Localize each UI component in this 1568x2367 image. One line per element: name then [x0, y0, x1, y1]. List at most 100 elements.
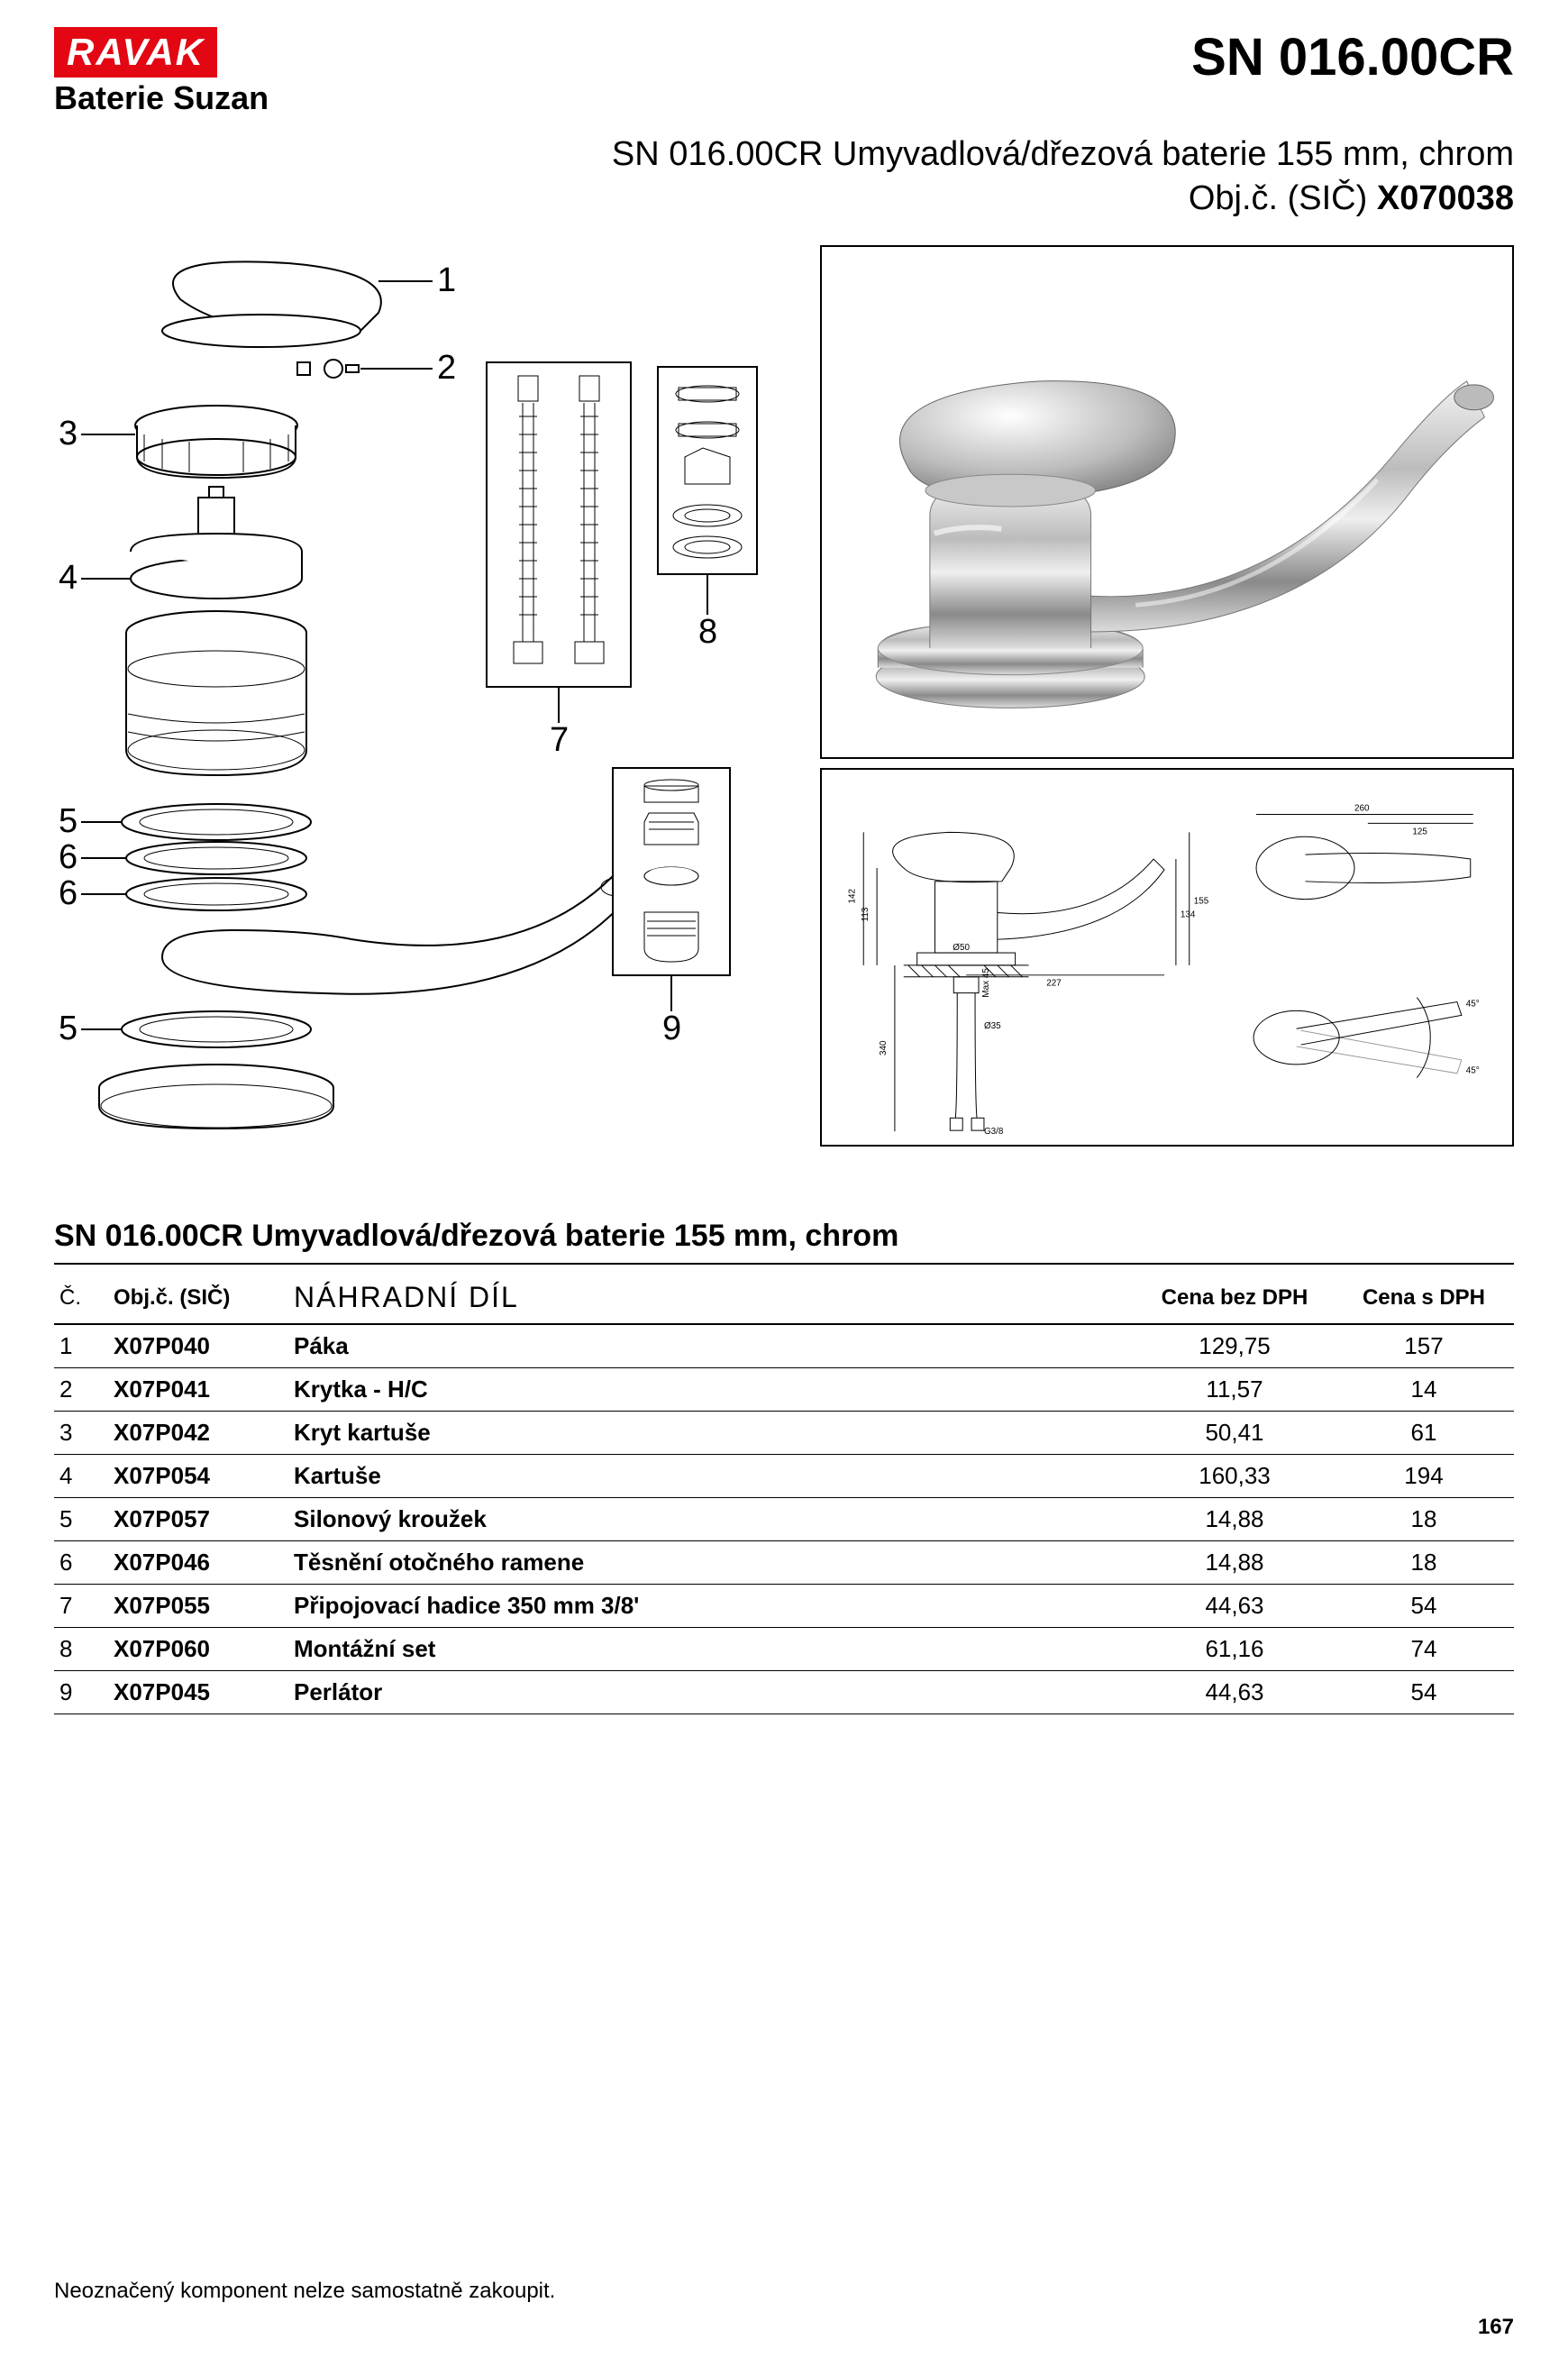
cell-price-in: 74	[1334, 1628, 1514, 1671]
svg-text:155: 155	[1194, 897, 1209, 907]
col-number: Č.	[54, 1272, 108, 1324]
svg-text:Max 45: Max 45	[981, 968, 991, 998]
cell-obj: X07P041	[108, 1368, 288, 1412]
callout-1: 1	[437, 261, 456, 300]
svg-text:Ø50: Ø50	[953, 943, 970, 953]
cell-num: 3	[54, 1412, 108, 1455]
header: RAVAK Baterie Suzan SN 016.00CR	[54, 27, 1514, 117]
table-row: 5X07P057Silonový kroužek14,8818	[54, 1498, 1514, 1541]
order-line: Obj.č. (SIČ) X070038	[54, 179, 1514, 218]
cell-name: Připojovací hadice 350 mm 3/8'	[288, 1585, 1135, 1628]
cell-obj: X07P057	[108, 1498, 288, 1541]
diagram-row: 1 2 3 4 5 6 6 5 7 8 9	[54, 245, 1514, 1147]
svg-text:45°: 45°	[1466, 999, 1480, 1009]
col-price-in: Cena s DPH	[1334, 1272, 1514, 1324]
cell-num: 5	[54, 1498, 108, 1541]
cell-obj: X07P060	[108, 1628, 288, 1671]
cell-price-ex: 129,75	[1135, 1324, 1334, 1368]
exploded-diagram: 1 2 3 4 5 6 6 5 7 8 9	[54, 245, 811, 1147]
cell-price-ex: 50,41	[1135, 1412, 1334, 1455]
col-objcode: Obj.č. (SIČ)	[108, 1272, 288, 1324]
cell-obj: X07P046	[108, 1541, 288, 1585]
cell-price-ex: 160,33	[1135, 1455, 1334, 1498]
cell-price-ex: 44,63	[1135, 1585, 1334, 1628]
cell-price-in: 18	[1334, 1498, 1514, 1541]
callout-6b: 6	[59, 874, 77, 913]
cell-obj: X07P055	[108, 1585, 288, 1628]
cell-obj: X07P054	[108, 1455, 288, 1498]
table-row: 2X07P041Krytka - H/C11,5714	[54, 1368, 1514, 1412]
table-row: 8X07P060Montážní set61,1674	[54, 1628, 1514, 1671]
cell-num: 2	[54, 1368, 108, 1412]
table-row: 9X07P045Perlátor44,6354	[54, 1671, 1514, 1714]
table-row: 4X07P054Kartuše160,33194	[54, 1455, 1514, 1498]
cell-price-ex: 14,88	[1135, 1498, 1334, 1541]
cell-price-in: 61	[1334, 1412, 1514, 1455]
callout-5a: 5	[59, 802, 77, 841]
cell-name: Kryt kartuše	[288, 1412, 1135, 1455]
technical-drawing: 142 113 Ø50 227 340 Max 45 Ø35 G3/8 134 …	[820, 768, 1514, 1147]
svg-text:134: 134	[1181, 909, 1196, 919]
cell-name: Perlátor	[288, 1671, 1135, 1714]
cell-name: Silonový kroužek	[288, 1498, 1135, 1541]
table-row: 3X07P042Kryt kartuše50,4161	[54, 1412, 1514, 1455]
series-name: Baterie Suzan	[54, 79, 269, 117]
svg-text:125: 125	[1412, 827, 1427, 836]
svg-text:45°: 45°	[1466, 1066, 1480, 1076]
cell-num: 4	[54, 1455, 108, 1498]
cell-num: 1	[54, 1324, 108, 1368]
callout-8: 8	[698, 613, 717, 652]
cell-num: 7	[54, 1585, 108, 1628]
cell-price-ex: 14,88	[1135, 1541, 1334, 1585]
cell-name: Těsnění otočného ramene	[288, 1541, 1135, 1585]
table-header-row: Č. Obj.č. (SIČ) NÁHRADNÍ DÍL Cena bez DP…	[54, 1272, 1514, 1324]
callout-4: 4	[59, 559, 77, 598]
cell-name: Krytka - H/C	[288, 1368, 1135, 1412]
cell-price-in: 18	[1334, 1541, 1514, 1585]
diagram-right: 142 113 Ø50 227 340 Max 45 Ø35 G3/8 134 …	[820, 245, 1514, 1147]
callout-6a: 6	[59, 838, 77, 877]
table-title: SN 016.00CR Umyvadlová/dřezová baterie 1…	[54, 1219, 1514, 1265]
callout-9: 9	[662, 1010, 681, 1048]
table-row: 1X07P040Páka129,75157	[54, 1324, 1514, 1368]
callout-2: 2	[437, 349, 456, 388]
parts-table: Č. Obj.č. (SIČ) NÁHRADNÍ DÍL Cena bez DP…	[54, 1272, 1514, 1714]
cell-price-ex: 11,57	[1135, 1368, 1334, 1412]
cell-obj: X07P045	[108, 1671, 288, 1714]
header-left: RAVAK Baterie Suzan	[54, 27, 269, 117]
cell-price-in: 157	[1334, 1324, 1514, 1368]
col-partname: NÁHRADNÍ DÍL	[288, 1272, 1135, 1324]
page-number: 167	[1478, 2315, 1514, 2340]
svg-text:227: 227	[1046, 979, 1062, 989]
callout-5b: 5	[59, 1010, 77, 1048]
table-row: 6X07P046Těsnění otočného ramene14,8818	[54, 1541, 1514, 1585]
cell-price-ex: 44,63	[1135, 1671, 1334, 1714]
cell-name: Páka	[288, 1324, 1135, 1368]
col-price-ex: Cena bez DPH	[1135, 1272, 1334, 1324]
cell-num: 6	[54, 1541, 108, 1585]
callout-3: 3	[59, 415, 77, 453]
cell-num: 8	[54, 1628, 108, 1671]
brand-logo: RAVAK	[54, 27, 217, 78]
svg-text:142: 142	[847, 889, 857, 904]
footnote: Neoznačený komponent nelze samostatně za…	[54, 2279, 555, 2304]
cell-price-in: 14	[1334, 1368, 1514, 1412]
cell-price-in: 54	[1334, 1671, 1514, 1714]
order-label: Obj.č. (SIČ)	[1189, 179, 1367, 217]
callout-7: 7	[550, 721, 569, 760]
svg-text:Ø35: Ø35	[984, 1021, 1001, 1031]
cell-price-in: 54	[1334, 1585, 1514, 1628]
cell-price-in: 194	[1334, 1455, 1514, 1498]
subtitle-block: SN 016.00CR Umyvadlová/dřezová baterie 1…	[54, 135, 1514, 218]
cell-name: Montážní set	[288, 1628, 1135, 1671]
subtitle: SN 016.00CR Umyvadlová/dřezová baterie 1…	[54, 135, 1514, 174]
cell-num: 9	[54, 1671, 108, 1714]
cell-obj: X07P040	[108, 1324, 288, 1368]
order-code: X070038	[1377, 179, 1514, 217]
table-row: 7X07P055Připojovací hadice 350 mm 3/8'44…	[54, 1585, 1514, 1628]
product-code: SN 016.00CR	[1191, 27, 1514, 87]
cell-obj: X07P042	[108, 1412, 288, 1455]
product-photo	[820, 245, 1514, 759]
svg-text:260: 260	[1354, 804, 1370, 814]
svg-text:340: 340	[879, 1040, 889, 1056]
